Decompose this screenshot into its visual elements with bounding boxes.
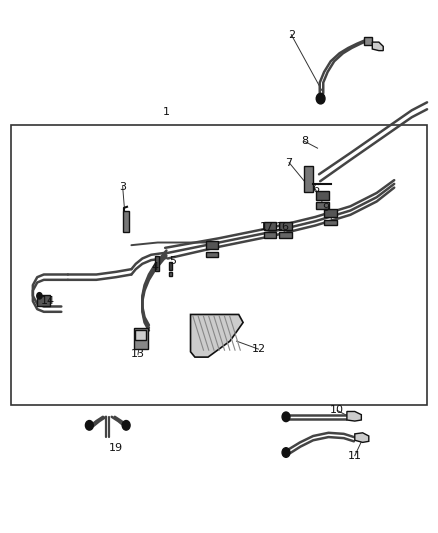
Circle shape (85, 421, 93, 430)
Text: 19: 19 (109, 443, 123, 453)
Bar (11, 125, 427, 405)
Bar (316, 191, 329, 200)
Text: 2: 2 (288, 30, 295, 39)
Bar (304, 166, 313, 192)
Bar (169, 272, 172, 276)
Text: 9: 9 (323, 203, 330, 213)
Text: 1: 1 (163, 107, 170, 117)
Bar (316, 202, 329, 209)
Circle shape (316, 93, 325, 104)
Text: 16: 16 (276, 222, 290, 231)
Circle shape (122, 421, 130, 430)
Text: 14: 14 (41, 296, 55, 306)
Bar (264, 222, 276, 230)
Circle shape (37, 293, 42, 299)
Text: 4: 4 (152, 262, 159, 271)
Bar (324, 209, 337, 217)
Bar (37, 295, 50, 306)
Bar (324, 220, 337, 225)
Circle shape (282, 448, 290, 457)
Text: 6: 6 (312, 184, 319, 194)
Text: 7: 7 (286, 158, 293, 167)
Text: 13: 13 (131, 350, 145, 359)
Bar (279, 232, 292, 238)
Text: 3: 3 (119, 182, 126, 191)
Bar (155, 256, 159, 271)
Text: 5: 5 (170, 256, 177, 266)
Bar (279, 222, 292, 230)
Bar (206, 241, 218, 249)
Text: 11: 11 (348, 451, 362, 461)
Bar (364, 37, 372, 45)
Circle shape (282, 412, 290, 422)
Text: 17: 17 (260, 222, 274, 231)
Text: 12: 12 (251, 344, 265, 354)
Text: 10: 10 (330, 406, 344, 415)
Bar (169, 262, 172, 270)
Polygon shape (372, 42, 383, 51)
Bar (134, 328, 148, 349)
Text: 8: 8 (301, 136, 308, 146)
Bar (123, 211, 129, 232)
Polygon shape (347, 411, 361, 421)
Bar (206, 252, 218, 257)
Polygon shape (355, 433, 369, 442)
Bar (135, 330, 146, 340)
Bar (264, 232, 276, 238)
Polygon shape (191, 314, 243, 357)
